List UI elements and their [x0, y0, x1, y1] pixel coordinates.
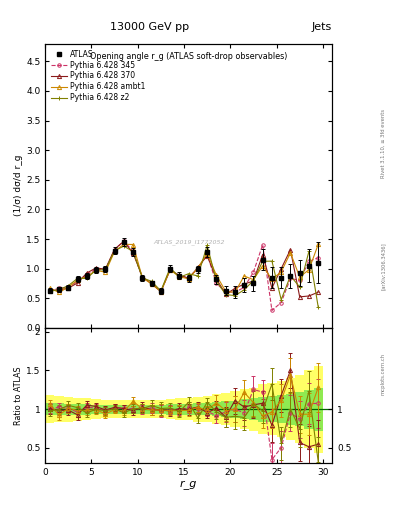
Text: ATLAS_2019_I1772052: ATLAS_2019_I1772052: [153, 240, 224, 245]
Text: 13000 GeV pp: 13000 GeV pp: [110, 22, 189, 32]
Y-axis label: Ratio to ATLAS: Ratio to ATLAS: [14, 366, 23, 425]
Text: Opening angle r_g (ATLAS soft-drop observables): Opening angle r_g (ATLAS soft-drop obser…: [90, 52, 287, 61]
X-axis label: r_g: r_g: [180, 479, 197, 488]
Legend: ATLAS, Pythia 6.428 345, Pythia 6.428 370, Pythia 6.428 ambt1, Pythia 6.428 z2: ATLAS, Pythia 6.428 345, Pythia 6.428 37…: [49, 47, 147, 104]
Text: Jets: Jets: [312, 22, 332, 32]
Text: [arXiv:1306.3436]: [arXiv:1306.3436]: [381, 242, 386, 290]
Y-axis label: (1/σ) dσ/d r_g: (1/σ) dσ/d r_g: [14, 155, 23, 217]
Text: Rivet 3.1.10, ≥ 3fd events: Rivet 3.1.10, ≥ 3fd events: [381, 109, 386, 178]
Text: mcplots.cern.ch: mcplots.cern.ch: [381, 353, 386, 395]
